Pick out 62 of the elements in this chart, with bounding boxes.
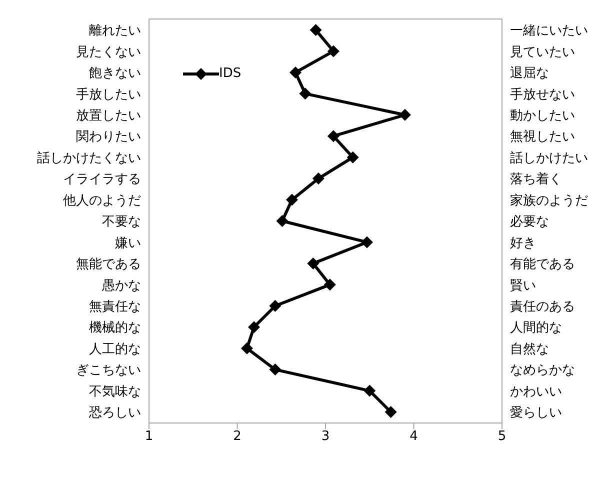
- y2-tick-label: 有能である: [510, 257, 575, 272]
- y-tick-label: 無能である: [76, 257, 141, 272]
- point: [327, 130, 340, 142]
- y-tick-label: 人工的な: [89, 342, 141, 357]
- point: [269, 364, 282, 376]
- y2-tick-label: 自然な: [510, 342, 549, 357]
- point: [346, 151, 359, 164]
- y-tick-label: 愚かな: [101, 278, 141, 294]
- y2-tick-label: 賢い: [510, 278, 536, 294]
- y-tick-label: 不要な: [102, 214, 141, 230]
- x-tick-label: 5: [498, 429, 506, 444]
- point: [240, 342, 253, 354]
- x-tick-label: 3: [321, 429, 330, 444]
- y2-tick-label: 動かしたい: [510, 108, 575, 124]
- y-tick-label: 話しかけたくない: [37, 150, 141, 166]
- point: [248, 321, 260, 334]
- y-tick-label: ぎこちない: [76, 363, 141, 378]
- y2-tick-label: 退屈な: [510, 66, 549, 82]
- y-tick-label: 飽きない: [89, 66, 141, 82]
- y2-tick-label: 一緒にいたい: [510, 24, 588, 39]
- y2-tick-label: 手放せない: [510, 87, 575, 102]
- y-tick-label: 関わりたい: [76, 130, 141, 145]
- y-tick-label: 手放したい: [76, 87, 141, 102]
- legend-label: IDS: [219, 66, 242, 81]
- y-tick-label: イライラする: [63, 172, 141, 188]
- y-tick-label: 恐ろしい: [88, 406, 141, 421]
- point: [312, 172, 324, 185]
- y2-tick-label: 見ていたい: [510, 44, 575, 60]
- point: [289, 66, 302, 78]
- y-tick-label: 機械的な: [89, 320, 141, 336]
- y-tick-label: 嫌い: [115, 236, 141, 251]
- x-tick-label: 1: [144, 429, 154, 444]
- point: [286, 194, 298, 206]
- y2-tick-label: なめらかな: [510, 363, 575, 378]
- y2-tick-label: 愛らしい: [510, 406, 562, 421]
- point: [364, 384, 376, 397]
- point: [360, 236, 373, 248]
- y2-tick-label: かわいい: [510, 384, 562, 400]
- point: [310, 24, 322, 36]
- y2-tick-label: 話しかけたい: [510, 150, 588, 166]
- point: [269, 300, 282, 312]
- point: [384, 406, 397, 418]
- y-tick-label: 見たくない: [76, 44, 141, 60]
- y2-tick-label: 家族のようだ: [510, 192, 588, 208]
- y-tick-label: 他人のようだ: [63, 193, 141, 208]
- point: [299, 88, 312, 100]
- point: [327, 45, 340, 58]
- y2-tick-label: 責任のある: [510, 300, 575, 315]
- y2-tick-label: 落ち着く: [510, 171, 562, 188]
- y2-tick-label: 無視したい: [510, 130, 575, 145]
- x-tick-label: 2: [233, 429, 242, 444]
- point: [324, 278, 336, 291]
- y-tick-label: 離れたい: [89, 24, 141, 39]
- y-tick-label: 無責任な: [89, 300, 141, 315]
- y2-tick-label: 必要な: [510, 214, 549, 230]
- point: [307, 257, 320, 270]
- y2-tick-label: 人間的な: [510, 320, 562, 336]
- x-tick-label: 4: [410, 429, 418, 444]
- point: [276, 215, 288, 227]
- y-tick-label: 放置したい: [76, 108, 141, 124]
- y-tick-label: 不気味な: [89, 384, 141, 400]
- y2-tick-label: 好き: [510, 236, 536, 251]
